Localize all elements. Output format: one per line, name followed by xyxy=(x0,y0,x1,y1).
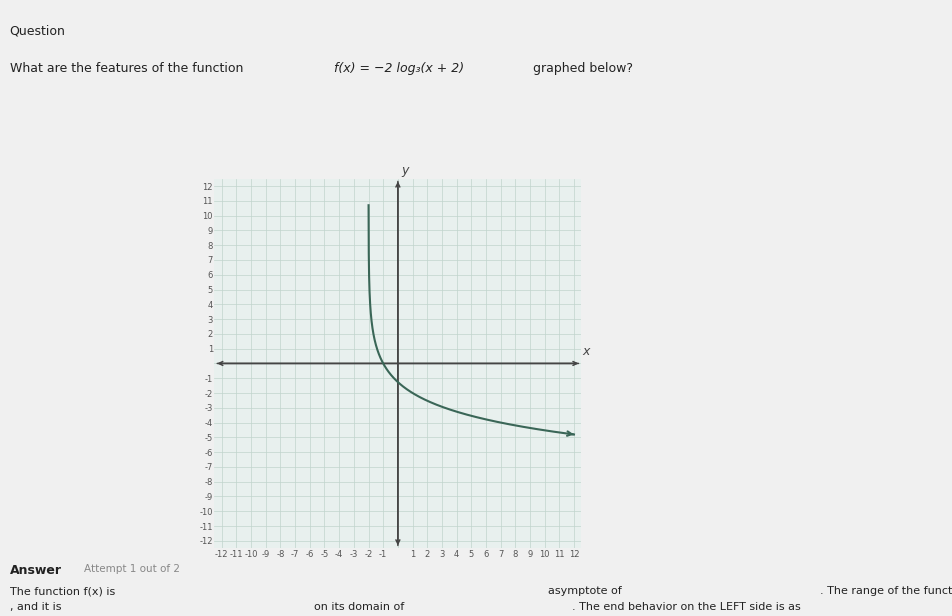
Text: asymptote of: asymptote of xyxy=(547,586,621,596)
Text: y: y xyxy=(401,164,407,177)
Text: x: x xyxy=(583,344,589,357)
Text: Answer: Answer xyxy=(10,564,62,577)
Text: graphed below?: graphed below? xyxy=(528,62,632,75)
Text: on its domain of: on its domain of xyxy=(314,602,405,612)
Text: f(x) = −2 log₃(x + 2): f(x) = −2 log₃(x + 2) xyxy=(333,62,464,75)
Text: What are the features of the function: What are the features of the function xyxy=(10,62,247,75)
Text: Attempt 1 out of 2: Attempt 1 out of 2 xyxy=(84,564,180,573)
Text: The function f(x) is: The function f(x) is xyxy=(10,586,114,596)
Text: . The range of the function is: . The range of the function is xyxy=(819,586,952,596)
Text: . The end behavior on the LEFT side is as: . The end behavior on the LEFT side is a… xyxy=(571,602,800,612)
Text: Question: Question xyxy=(10,25,66,38)
Text: , and it is: , and it is xyxy=(10,602,61,612)
